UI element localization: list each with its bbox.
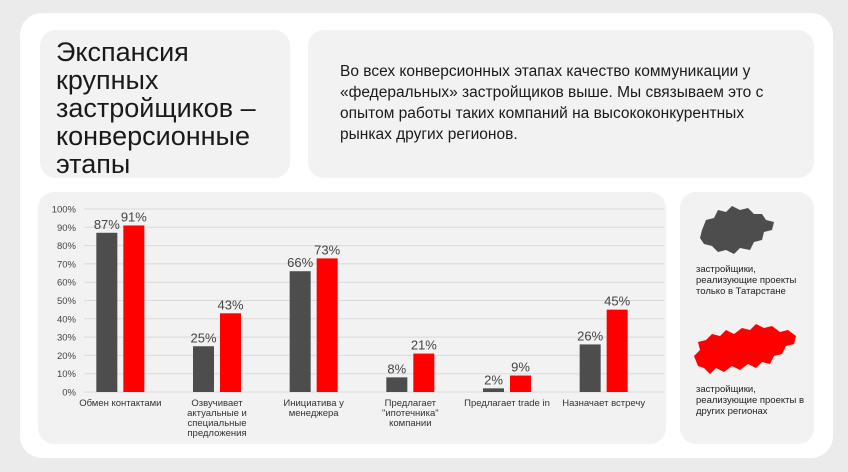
bar-regions: [413, 353, 435, 392]
bar-tatarstan: [386, 377, 408, 392]
data-label: 9%: [511, 360, 530, 375]
bar-regions: [510, 375, 531, 392]
bar-tatarstan: [483, 388, 504, 392]
y-tick-label: 80%: [57, 241, 77, 252]
y-tick-label: 20%: [57, 351, 77, 362]
tatarstan-map-icon: [700, 206, 774, 254]
y-tick-label: 90%: [57, 223, 77, 234]
chart-panel: 0% 10% 20% 30% 40% 50% 60% 70% 80% 90% 100% 87% 91% 2…: [38, 192, 666, 444]
description-panel: Во всех конверсионных этапах качество ко…: [308, 30, 814, 178]
data-label: 87%: [94, 217, 120, 232]
russia-map-icon: [694, 324, 796, 374]
bar-tatarstan: [193, 346, 214, 392]
legend-label-tatarstan: застройщики, реализующие проекты только …: [696, 264, 797, 297]
x-category-label: Озвучивает актуальные и специальные пред…: [187, 398, 247, 439]
data-label: 43%: [217, 297, 243, 312]
page-title: Экспансия крупных застройщиков – конверс…: [56, 37, 256, 179]
x-category-label: Предлагает trade in: [464, 398, 550, 409]
legend-panel: застройщики, реализующие проекты только …: [680, 192, 814, 444]
y-tick-label: 0%: [62, 388, 76, 399]
y-tick-label: 10%: [57, 369, 77, 380]
description-text: Во всех конверсионных этапах качество ко…: [340, 63, 764, 143]
y-tick-label: 70%: [57, 259, 77, 270]
data-label: 45%: [604, 294, 630, 309]
x-category-label: Предлагает "ипотечника" компании: [382, 398, 439, 429]
data-label: 21%: [411, 338, 437, 353]
data-label: 66%: [287, 255, 313, 270]
y-tick-label: 30%: [57, 333, 77, 344]
data-label: 91%: [121, 209, 147, 224]
x-category-label: Обмен контактами: [79, 398, 162, 409]
bar-tatarstan: [289, 271, 311, 392]
data-label: 25%: [190, 330, 216, 345]
bar-tatarstan: [579, 344, 601, 392]
bar-chart: 0% 10% 20% 30% 40% 50% 60% 70% 80% 90% 100% 87% 91% 2…: [52, 205, 664, 399]
bar-regions: [606, 309, 628, 392]
data-label: 73%: [314, 242, 340, 257]
y-tick-label: 50%: [57, 296, 77, 307]
y-tick-label: 40%: [57, 314, 77, 325]
title-panel: Экспансия крупных застройщиков – конверс…: [40, 30, 290, 178]
x-category-label: Инициатива у менеджера: [283, 398, 344, 419]
y-tick-label: 100%: [52, 205, 77, 216]
data-label: 26%: [577, 328, 603, 343]
x-category-label: Назначает встречу: [562, 398, 646, 409]
data-label: 2%: [484, 372, 503, 387]
bar-tatarstan: [96, 232, 118, 392]
bar-regions: [220, 313, 241, 392]
bar-regions: [123, 225, 145, 392]
y-tick-label: 60%: [57, 278, 77, 289]
legend-label-regions: застройщики, реализующие проекты в други…: [696, 384, 804, 417]
data-label: 8%: [387, 361, 406, 376]
bar-regions: [316, 258, 338, 392]
